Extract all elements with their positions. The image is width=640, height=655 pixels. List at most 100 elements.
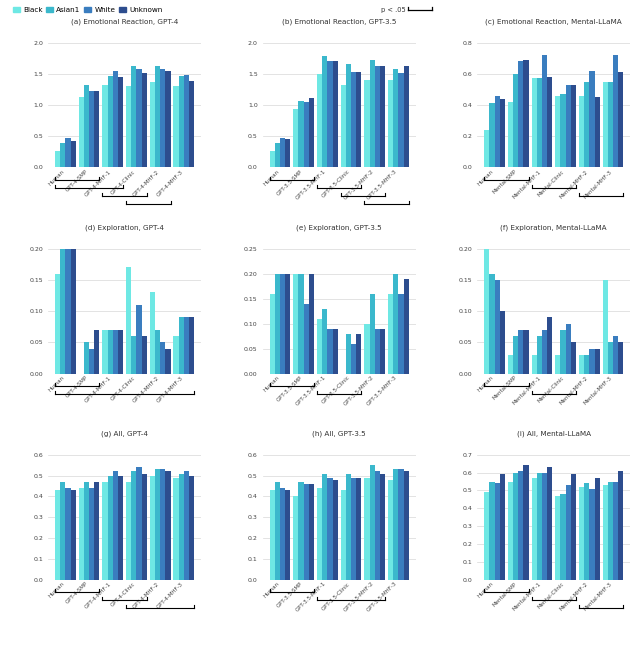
Bar [524, 60, 529, 168]
Bar [364, 477, 369, 580]
Bar [579, 355, 584, 373]
Bar [160, 470, 165, 580]
Bar [293, 274, 298, 373]
Bar [189, 318, 195, 373]
Bar [280, 488, 285, 580]
Bar [131, 336, 136, 373]
Bar [322, 56, 327, 168]
Bar [113, 472, 118, 580]
Bar [356, 333, 362, 373]
Bar [269, 490, 275, 580]
Bar [136, 467, 141, 580]
Bar [113, 330, 118, 373]
Bar [108, 476, 113, 580]
Bar [333, 479, 338, 580]
Bar [375, 329, 380, 373]
Title: (a) Emotional Reaction, GPT-4: (a) Emotional Reaction, GPT-4 [71, 18, 179, 25]
Bar [126, 482, 131, 580]
Bar [189, 81, 195, 168]
Bar [322, 474, 327, 580]
Bar [285, 139, 291, 168]
Bar [595, 348, 600, 373]
Bar [269, 293, 275, 373]
Bar [179, 318, 184, 373]
Bar [495, 280, 500, 373]
Bar [589, 71, 595, 168]
Bar [388, 293, 393, 373]
Bar [404, 66, 409, 168]
Bar [542, 473, 547, 580]
Bar [393, 274, 399, 373]
Bar [484, 249, 490, 373]
Bar [102, 85, 108, 168]
Title: (b) Emotional Reaction, GPT-3.5: (b) Emotional Reaction, GPT-3.5 [282, 18, 396, 25]
Bar [298, 482, 303, 580]
Bar [490, 481, 495, 580]
Bar [55, 274, 60, 373]
Bar [618, 72, 623, 168]
Bar [60, 249, 65, 373]
Bar [317, 74, 322, 168]
Bar [141, 73, 147, 168]
Bar [571, 343, 576, 373]
Bar [375, 66, 380, 168]
Bar [65, 488, 70, 580]
Bar [613, 55, 618, 168]
Bar [275, 274, 280, 373]
Bar [165, 348, 171, 373]
Bar [333, 329, 338, 373]
Bar [293, 109, 298, 168]
Bar [603, 280, 608, 373]
Text: p < .05: p < .05 [381, 7, 406, 12]
Bar [351, 344, 356, 373]
Bar [571, 84, 576, 168]
Bar [399, 293, 404, 373]
Bar [484, 130, 490, 168]
Bar [298, 101, 303, 168]
Bar [280, 274, 285, 373]
Bar [490, 274, 495, 373]
Bar [399, 470, 404, 580]
Bar [309, 98, 314, 168]
Bar [495, 96, 500, 168]
Bar [179, 474, 184, 580]
Bar [608, 82, 613, 168]
Bar [89, 488, 94, 580]
Bar [518, 330, 524, 373]
Bar [165, 71, 171, 168]
Bar [399, 73, 404, 168]
Bar [184, 318, 189, 373]
Title: (i) All, Mental-LLaMA: (i) All, Mental-LLaMA [516, 430, 591, 437]
Bar [537, 336, 542, 373]
Bar [608, 343, 613, 373]
Bar [131, 472, 136, 580]
Bar [173, 86, 179, 168]
Bar [303, 484, 309, 580]
Bar [547, 77, 552, 168]
Bar [293, 496, 298, 580]
Bar [356, 477, 362, 580]
Bar [508, 102, 513, 168]
Bar [285, 490, 291, 580]
Bar [155, 470, 160, 580]
Bar [404, 472, 409, 580]
Bar [508, 481, 513, 580]
Bar [309, 484, 314, 580]
Bar [393, 470, 399, 580]
Bar [60, 482, 65, 580]
Bar [60, 143, 65, 168]
Bar [94, 90, 99, 168]
Bar [150, 82, 155, 168]
Title: (d) Exploration, GPT-4: (d) Exploration, GPT-4 [85, 224, 164, 231]
Bar [524, 466, 529, 580]
Bar [70, 249, 76, 373]
Bar [84, 343, 89, 373]
Bar [579, 487, 584, 580]
Bar [618, 471, 623, 580]
Bar [388, 479, 393, 580]
Bar [189, 476, 195, 580]
Title: (h) All, GPT-3.5: (h) All, GPT-3.5 [312, 430, 366, 437]
Bar [566, 84, 571, 168]
Bar [327, 62, 333, 168]
Bar [537, 79, 542, 168]
